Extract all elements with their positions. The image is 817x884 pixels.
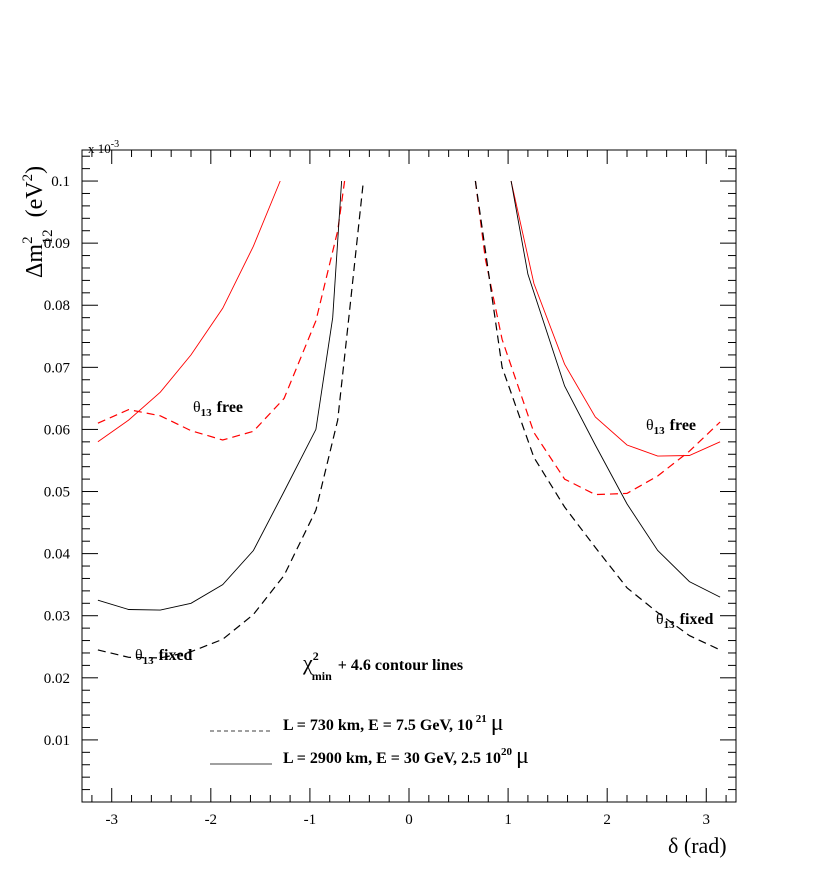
y-tick-label-0: 0.01 bbox=[44, 733, 70, 749]
y-tick-label-2: 0.03 bbox=[44, 609, 70, 625]
legend: L = 730 km, E = 7.5 GeV, 10 21 μ L = 2900… bbox=[210, 710, 529, 769]
legend-label-dashed: L = 730 km, E = 7.5 GeV, 10 bbox=[283, 717, 473, 734]
theta-fixed-right-sub: 13 bbox=[664, 619, 676, 631]
theta-free-left-label: θ13 free bbox=[193, 399, 243, 419]
x-tick-label-6: 3 bbox=[703, 812, 711, 828]
y-tick-label-9: 0.1 bbox=[51, 174, 70, 190]
curve-red-solid-left bbox=[97, 180, 281, 443]
theta-free-right-symbol: θ bbox=[646, 417, 654, 434]
curve-black-solid-left bbox=[97, 180, 343, 611]
x-tick-label-5: 2 bbox=[603, 812, 611, 828]
y-label-unit-sup: 2 bbox=[20, 174, 36, 182]
theta-fixed-right-text: fixed bbox=[680, 611, 714, 628]
y-label-unit-close: ) bbox=[22, 166, 48, 174]
legend-entry-solid: L = 2900 km, E = 30 GeV, 2.5 1020 μ bbox=[283, 743, 529, 769]
theta-free-left-text: free bbox=[217, 399, 243, 416]
chi-sup: 2 bbox=[313, 649, 319, 663]
y-tick-label-7: 0.08 bbox=[44, 298, 70, 314]
x-tick-label-2: -1 bbox=[304, 812, 317, 828]
theta-fixed-right-symbol: θ bbox=[656, 611, 664, 628]
theta-free-right-label: θ13 free bbox=[646, 417, 696, 437]
theta-fixed-left-label: θ13 fixed bbox=[135, 647, 193, 667]
curve-red-dashed-right bbox=[474, 180, 721, 496]
curve-black-solid-right bbox=[510, 180, 721, 598]
contour-curves bbox=[97, 180, 721, 659]
y-tick-label-6: 0.07 bbox=[44, 360, 71, 376]
x-tick-label-0: -3 bbox=[105, 812, 118, 828]
theta-free-left-symbol: θ bbox=[193, 399, 201, 416]
legend-unit-dashed: μ bbox=[491, 710, 504, 736]
theta-fixed-left-text: fixed bbox=[159, 647, 193, 664]
chi-label: χ2 min + 4.6 contour lines bbox=[302, 649, 463, 683]
y-tick-label-1: 0.02 bbox=[44, 671, 70, 687]
y-tick-label-4: 0.05 bbox=[44, 485, 70, 501]
legend-unit-solid: μ bbox=[516, 743, 529, 769]
theta-fixed-left-symbol: θ bbox=[135, 647, 143, 664]
chi-symbol: χ bbox=[302, 650, 313, 675]
y-axis-label: Δm2 12(eV2) bbox=[20, 166, 56, 278]
y-tick-label-3: 0.04 bbox=[44, 547, 71, 563]
theta-free-left-sub: 13 bbox=[201, 407, 213, 419]
curve-red-dashed-left bbox=[97, 180, 346, 441]
x-tick-label-4: 1 bbox=[504, 812, 512, 828]
y-tick-label-8: 0.09 bbox=[44, 236, 70, 252]
legend-exp-solid: 20 bbox=[501, 746, 513, 758]
x-tick-label-1: -2 bbox=[205, 812, 218, 828]
curve-black-dashed-right bbox=[474, 180, 721, 651]
y-multiplier-base: x 10 bbox=[88, 141, 111, 156]
theta-fixed-right-label: θ13 fixed bbox=[656, 611, 714, 631]
x-axis-label: δ (rad) bbox=[668, 833, 727, 858]
theta-fixed-left-sub: 13 bbox=[143, 655, 155, 667]
theta-free-right-text: free bbox=[670, 417, 696, 434]
theta-free-right-sub: 13 bbox=[654, 425, 666, 437]
legend-entry-dashed: L = 730 km, E = 7.5 GeV, 10 21 μ bbox=[283, 710, 504, 736]
y-label-sup: 2 bbox=[20, 236, 36, 244]
y-multiplier: x 10-3 bbox=[88, 139, 119, 156]
x-tick-label-3: 0 bbox=[405, 812, 413, 828]
chi-sub: min bbox=[312, 669, 332, 683]
y-label-unit-open: (eV bbox=[22, 181, 48, 218]
axis-ticks bbox=[82, 150, 736, 802]
legend-exp-dashed: 21 bbox=[473, 713, 487, 725]
y-multiplier-exp: -3 bbox=[111, 139, 119, 150]
chi-text: + 4.6 contour lines bbox=[338, 657, 463, 674]
tick-labels: -3 -2 -1 0 1 2 3 0.01 0.02 0.03 0.04 0.05 0.06 0.07 0.… bbox=[44, 174, 710, 828]
legend-label-solid: L = 2900 km, E = 30 GeV, 2.5 10 bbox=[283, 750, 501, 767]
y-label-delta: Δm bbox=[22, 244, 48, 278]
curve-black-dashed-left bbox=[97, 180, 364, 659]
y-tick-label-5: 0.06 bbox=[44, 422, 71, 438]
plot-frame bbox=[81, 149, 737, 803]
y-label-sub: 12 bbox=[40, 229, 56, 244]
